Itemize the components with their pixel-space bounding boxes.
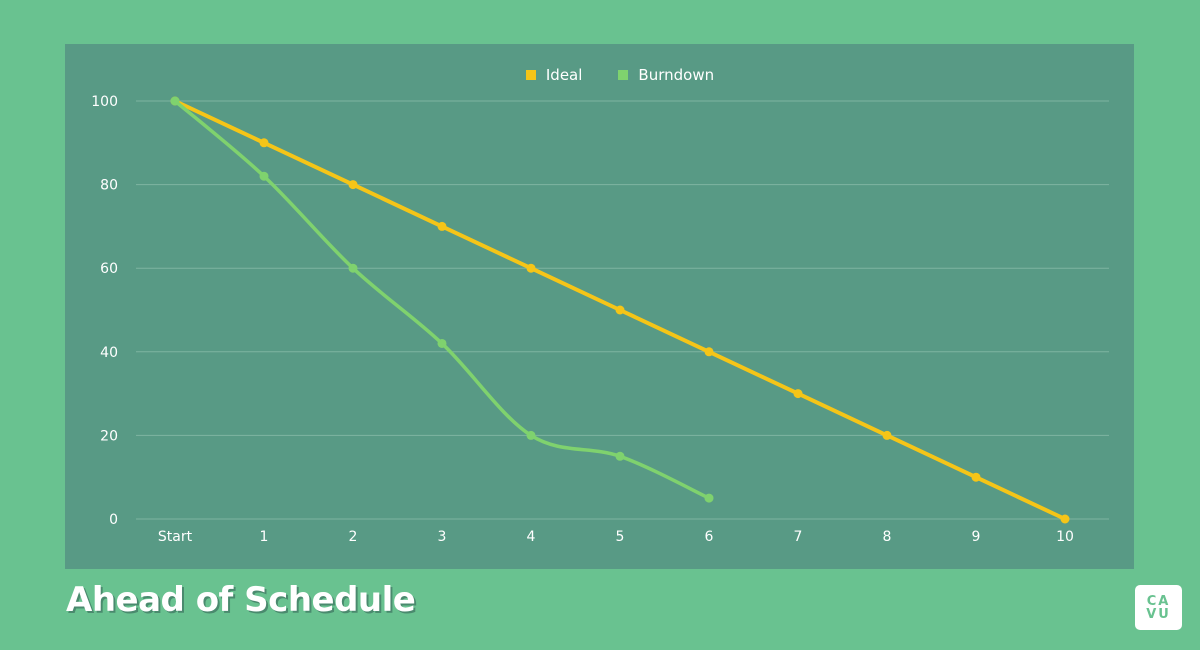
data-point-ideal[interactable] <box>526 263 536 273</box>
legend-label-ideal: Ideal <box>545 66 583 84</box>
data-point-burndown[interactable] <box>170 96 180 106</box>
y-tick-label: 100 <box>91 94 118 110</box>
data-point-burndown[interactable] <box>526 430 536 440</box>
page-title: Ahead of Schedule <box>66 580 416 620</box>
series-line-burndown <box>173 99 711 500</box>
ideal-swatch-icon <box>525 70 536 80</box>
legend-label-burndown: Burndown <box>638 66 715 84</box>
x-tick-label: 2 <box>349 529 358 545</box>
data-point-ideal[interactable] <box>971 472 981 482</box>
x-tick-label: 4 <box>527 529 536 545</box>
y-tick-label: 40 <box>100 345 118 361</box>
x-tick-label: 5 <box>616 529 625 545</box>
y-tick-label: 0 <box>109 512 118 528</box>
data-point-ideal[interactable] <box>704 347 714 357</box>
data-point-ideal[interactable] <box>615 305 625 315</box>
data-point-ideal[interactable] <box>437 221 447 231</box>
y-tick-label: 20 <box>100 428 118 444</box>
logo-line-2: VU <box>1146 606 1171 622</box>
x-tick-label: 6 <box>705 529 714 545</box>
x-tick-label: 1 <box>260 529 269 545</box>
x-tick-label: 9 <box>972 529 981 545</box>
y-tick-label: 60 <box>100 261 118 277</box>
data-point-burndown[interactable] <box>437 338 447 348</box>
x-tick-label: 10 <box>1056 529 1074 545</box>
data-point-burndown[interactable] <box>259 171 269 181</box>
data-point-burndown[interactable] <box>615 451 625 461</box>
data-point-ideal[interactable] <box>259 138 269 148</box>
y-tick-label: 80 <box>100 178 118 194</box>
cavu-logo: CA VU <box>1135 585 1182 630</box>
data-point-ideal[interactable] <box>1060 514 1070 524</box>
data-point-ideal[interactable] <box>348 180 358 190</box>
x-tick-label: 7 <box>794 529 803 545</box>
data-point-burndown[interactable] <box>348 263 358 273</box>
x-tick-label: Start <box>158 529 193 545</box>
burndown-swatch-icon <box>618 70 629 80</box>
data-point-ideal[interactable] <box>882 430 892 440</box>
x-tick-label: 3 <box>438 529 447 545</box>
data-point-ideal[interactable] <box>793 389 803 399</box>
legend-item-burndown[interactable]: Burndown <box>618 66 714 84</box>
data-point-burndown[interactable] <box>704 493 714 503</box>
legend-item-ideal[interactable]: Ideal <box>525 66 583 84</box>
x-tick-label: 8 <box>883 529 892 545</box>
chart-legend: Ideal Burndown <box>0 66 1200 84</box>
logo-line-1: CA <box>1146 593 1171 609</box>
